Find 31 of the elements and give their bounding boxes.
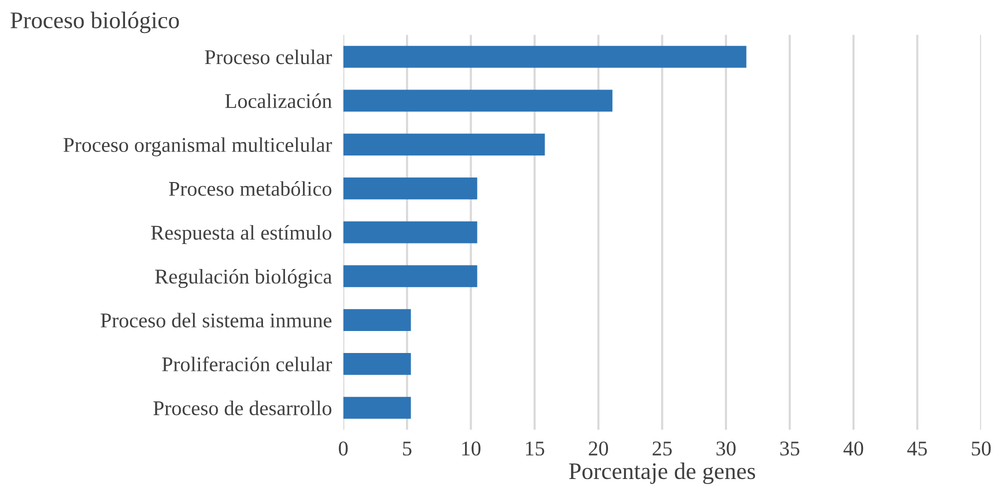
x-tick-label: 25 — [652, 442, 672, 456]
x-tick-label: 10 — [462, 441, 480, 456]
y-tick-label: Localización — [225, 93, 332, 108]
y-tick-label: Proceso del sistema inmune — [100, 312, 332, 328]
x-tick-label: 40 — [844, 441, 864, 456]
bar — [343, 352, 411, 375]
x-axis-title: Porcentaje de genes — [569, 462, 756, 484]
x-tick-label: 45 — [907, 442, 927, 456]
bar — [343, 221, 478, 244]
bar — [343, 265, 478, 288]
x-tick-label: 30 — [716, 441, 736, 456]
bar — [343, 46, 746, 68]
bar — [343, 177, 478, 200]
y-tick-label: Proceso metabólico — [169, 181, 332, 196]
bar — [343, 90, 612, 112]
y-tick-label: Proliferación celular — [162, 356, 332, 372]
x-tick-label: 0 — [338, 441, 348, 456]
x-tick-label: 50 — [972, 441, 991, 456]
x-tick-label: 15 — [526, 442, 544, 456]
y-tick-label: Respuesta al estímulo — [151, 225, 332, 244]
y-tick-label: Regulación biológica — [155, 268, 332, 288]
x-tick-label: 5 — [403, 442, 412, 456]
y-tick-label: Proceso celular — [204, 50, 332, 64]
bar — [343, 134, 545, 156]
bar — [343, 309, 411, 332]
y-tick-label: Proceso de desarrollo — [153, 400, 332, 416]
x-tick-label: 35 — [780, 442, 800, 456]
x-tick-label: 20 — [588, 441, 608, 456]
y-axis-title: Proceso biológico — [10, 12, 179, 34]
y-tick-label: Proceso organismal multicelular — [64, 137, 332, 156]
bar — [343, 396, 411, 419]
